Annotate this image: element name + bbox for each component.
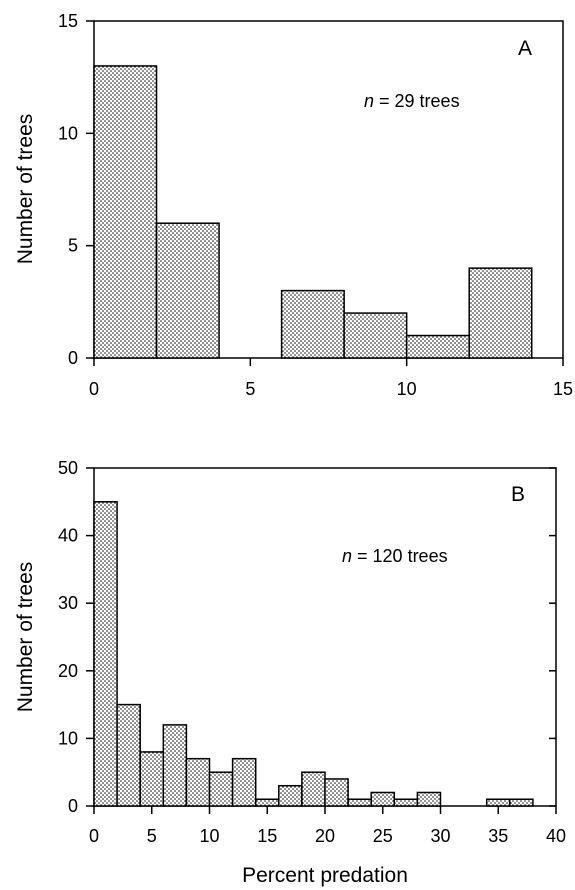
panel-b-axes: 0 5 10 15 20 25 30 35 40 0 10 20 30 40 50	[58, 458, 566, 846]
panel-a-sample-size-rest: = 29 trees	[374, 91, 460, 111]
panel-b-x-tick-label-4: 20	[315, 826, 335, 846]
panel-a-bar-6	[468, 267, 533, 359]
panel-b-bar-6	[231, 757, 257, 807]
panel-b-letter: B	[511, 483, 525, 506]
panel-b-x-tick-label-5: 25	[373, 826, 393, 846]
panel-a-x-tick-label-0: 0	[89, 379, 99, 399]
panel-a: 0 5 10 15 0 5 10 15 A n = 29 trees Number of tr…	[14, 11, 573, 399]
panel-b-x-tick-label-7: 35	[488, 826, 508, 846]
panel-b-bar-7	[254, 798, 280, 807]
panel-b-x-tick-label-8: 40	[546, 826, 566, 846]
panel-b-bar-4	[185, 757, 211, 807]
panel-a-bar-5	[405, 334, 470, 359]
panel-a-y-tick-label-1: 5	[68, 236, 78, 256]
panel-b-bar-12	[370, 791, 396, 807]
panel-b: 0 5 10 15 20 25 30 35 40 0 10 20 30 40 50 B n = 120 tr…	[14, 458, 566, 887]
panel-a-bars	[93, 65, 533, 359]
panel-a-bar-4	[343, 312, 408, 359]
panel-b-bar-11	[347, 798, 372, 807]
panel-b-y-tick-label-3: 30	[58, 593, 78, 613]
panel-b-bar-17	[485, 798, 511, 807]
panel-a-axes: 0 5 10 15 0 5 10 15	[58, 11, 573, 399]
panel-a-bar-1	[155, 222, 220, 359]
panel-b-x-tick-label-6: 30	[430, 826, 450, 846]
panel-b-bar-18	[509, 798, 534, 807]
panel-a-y-tick-label-2: 10	[58, 123, 78, 143]
panel-b-x-tick-label-2: 10	[199, 826, 219, 846]
panel-b-x-tick-label-0: 0	[89, 826, 99, 846]
panel-b-bar-9	[301, 771, 326, 807]
panel-b-y-tick-label-4: 40	[58, 526, 78, 546]
panel-b-y-axis-title: Number of trees	[14, 562, 37, 713]
panel-a-bar-3	[280, 289, 345, 359]
panel-b-x-axis-title: Percent predation	[242, 864, 408, 887]
panel-b-bars	[93, 501, 534, 807]
panel-b-y-tick-label-5: 50	[58, 458, 78, 478]
panel-b-bar-14	[416, 791, 442, 807]
panel-a-x-tick-label-1: 5	[245, 379, 255, 399]
panel-a-letter: A	[518, 37, 532, 60]
panel-a-x-tick-label-3: 15	[553, 379, 573, 399]
panel-b-x-tick-label-1: 5	[147, 826, 157, 846]
panel-b-bar-2	[139, 751, 165, 807]
panel-a-bar-0	[93, 65, 158, 359]
panel-b-bar-0	[93, 501, 118, 807]
panel-b-sample-size: n = 120 trees	[342, 546, 448, 566]
panel-b-bar-13	[393, 798, 419, 807]
panel-b-bar-10	[324, 778, 349, 807]
panel-a-sample-size: n = 29 trees	[364, 91, 460, 111]
panel-b-bar-5	[208, 771, 234, 807]
panel-a-y-tick-label-0: 0	[68, 348, 78, 368]
panel-b-bar-1	[116, 703, 141, 807]
panel-b-x-tick-label-3: 15	[257, 826, 277, 846]
panel-b-bar-8	[278, 784, 303, 807]
panel-a-y-axis-title: Number of trees	[14, 114, 37, 265]
panel-b-sample-size-rest: = 120 trees	[352, 546, 448, 566]
panel-b-y-tick-label-1: 10	[58, 728, 78, 748]
panel-a-y-tick-label-3: 15	[58, 11, 78, 31]
panel-a-sample-size-n: n	[364, 91, 374, 111]
panel-b-y-tick-label-2: 20	[58, 661, 78, 681]
panel-b-y-tick-label-0: 0	[68, 796, 78, 816]
panel-b-sample-size-n: n	[342, 546, 352, 566]
panel-a-x-tick-label-2: 10	[397, 379, 417, 399]
panel-b-bar-3	[162, 724, 188, 807]
